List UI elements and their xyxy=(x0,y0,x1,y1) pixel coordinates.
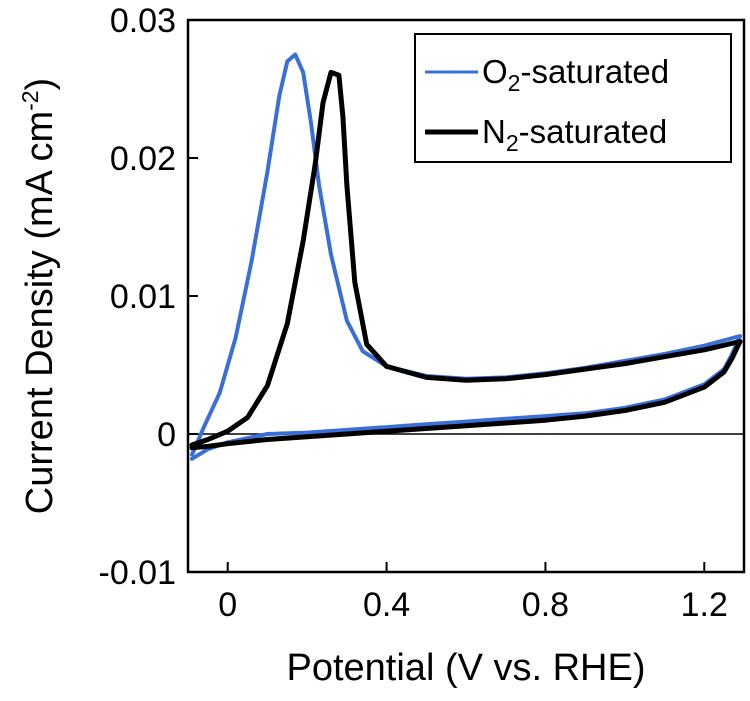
legend-label-o2-sub: 2 xyxy=(508,70,521,96)
plot-content xyxy=(188,52,744,461)
x-axis-title: Potential (V vs. RHE) xyxy=(287,647,646,689)
series-line-n2 xyxy=(189,69,743,451)
y-axis-title-sup: -2 xyxy=(17,90,43,110)
y-axis-title-end: ) xyxy=(19,78,61,91)
x-tick-label: 0 xyxy=(218,586,237,624)
axis-ticks: 0 0.4 0.8 1.2 -0.01 0 0.01 0.02 0.03 xyxy=(99,2,728,624)
y-tick-label: 0.01 xyxy=(110,278,176,316)
legend-label-o2-part1: O xyxy=(482,53,508,90)
legend-label-n2-part1: N xyxy=(482,113,506,150)
legend-label-n2: N2-saturated xyxy=(482,113,667,156)
x-tick-label: 0.8 xyxy=(522,586,569,624)
y-tick-label: 0.02 xyxy=(110,140,176,178)
legend: O2-saturated N2-saturated xyxy=(414,33,732,163)
x-tick-label: 0.4 xyxy=(363,586,410,624)
y-tick-label: 0 xyxy=(157,416,176,454)
legend-label-n2-sub: 2 xyxy=(506,130,519,156)
y-tick-label: -0.01 xyxy=(99,554,177,592)
legend-box xyxy=(414,33,732,163)
legend-label-o2: O2-saturated xyxy=(482,53,669,96)
x-tick-label: 1.2 xyxy=(681,586,728,624)
y-tick-label: 0.03 xyxy=(110,2,176,40)
y-axis-title: Current Density (mA cm-2) xyxy=(17,78,61,514)
y-axis-title-main: Current Density (mA cm xyxy=(19,111,61,514)
legend-label-n2-part2: -saturated xyxy=(519,113,668,150)
legend-label-o2-part2: -saturated xyxy=(520,53,669,90)
